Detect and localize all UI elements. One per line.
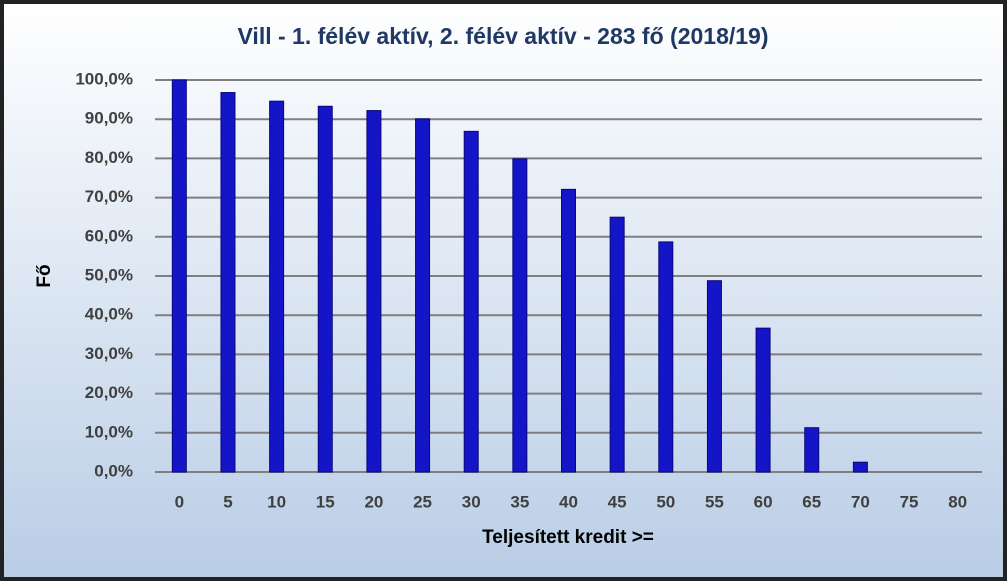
bar [171, 79, 187, 473]
chart-title: Vill - 1. félév aktív, 2. félév aktív - … [238, 23, 769, 49]
bar [512, 158, 528, 473]
x-tick-label: 15 [316, 492, 335, 511]
x-tick-label: 5 [223, 492, 232, 511]
bar [706, 280, 722, 473]
y-tick-label: 100,0% [75, 69, 133, 88]
x-tick-label: 50 [656, 492, 675, 511]
x-tick-label: 40 [559, 492, 578, 511]
bar [609, 216, 625, 473]
bar [658, 241, 674, 473]
x-tick-label: 75 [900, 492, 919, 511]
bar [269, 100, 285, 473]
x-tick-label: 80 [948, 492, 967, 511]
y-tick-label: 60,0% [85, 226, 133, 245]
x-tick-label: 70 [851, 492, 870, 511]
bar [852, 461, 868, 473]
y-tick-label: 80,0% [85, 148, 133, 167]
y-tick-label: 0,0% [94, 461, 133, 480]
bar [755, 327, 771, 473]
bar [463, 130, 479, 473]
x-tick-label: 60 [754, 492, 773, 511]
x-tick-label: 55 [705, 492, 724, 511]
x-tick-label: 0 [175, 492, 184, 511]
x-tick-label: 10 [267, 492, 286, 511]
x-axis-label: Teljesített kredit >= [482, 527, 654, 548]
bar [804, 427, 820, 473]
y-tick-label: 10,0% [85, 422, 133, 441]
x-tick-label: 35 [510, 492, 529, 511]
y-tick-label: 20,0% [85, 383, 133, 402]
y-tick-label: 30,0% [85, 344, 133, 363]
bar [415, 118, 431, 473]
bar [561, 188, 576, 473]
bar [220, 92, 236, 473]
x-tick-label: 65 [802, 492, 821, 511]
x-tick-label: 30 [462, 492, 481, 511]
x-tick-label: 20 [364, 492, 383, 511]
y-axis-label: Fő [34, 264, 55, 287]
bar [317, 105, 333, 473]
bar [366, 110, 382, 473]
x-tick-label: 25 [413, 492, 432, 511]
y-tick-label: 40,0% [85, 305, 133, 324]
y-tick-label: 90,0% [85, 109, 133, 128]
x-tick-label: 45 [608, 492, 627, 511]
y-tick-label: 50,0% [85, 265, 133, 284]
y-tick-label: 70,0% [85, 187, 133, 206]
